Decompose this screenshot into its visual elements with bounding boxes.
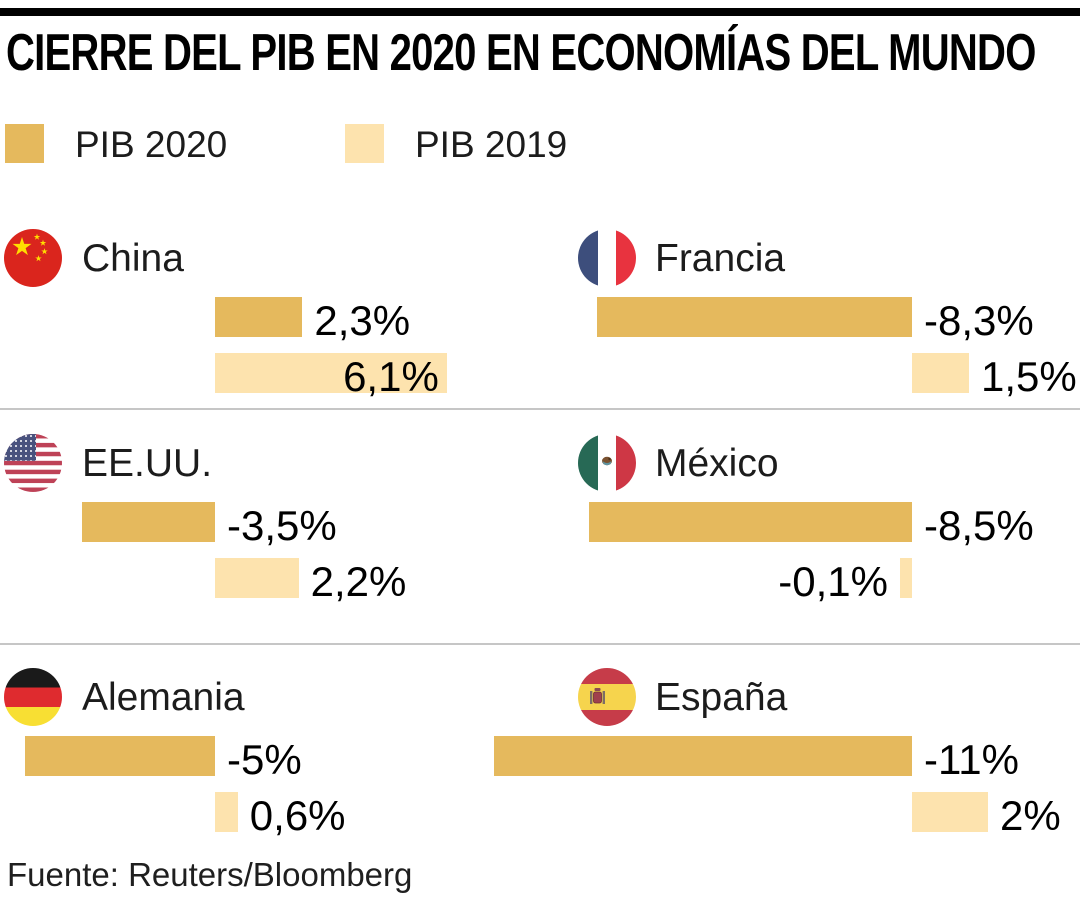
country-cell-alemania: Alemania -5% 0,6% xyxy=(0,666,540,866)
bar-value-pib-2019: -0,1% xyxy=(778,558,888,605)
bar-row-pib-2019: 6,1% xyxy=(0,353,540,398)
bar-pib-2019 xyxy=(215,792,238,832)
bar-row-pib-2020: -8,3% xyxy=(540,297,1080,342)
bar-row-pib-2019: 2% xyxy=(540,792,1080,837)
country-cell-eeuu: EE.UU. -3,5% 2,2% xyxy=(0,432,540,632)
country-cell-espana: España -11% 2% xyxy=(494,666,1080,866)
country-name: México xyxy=(655,442,779,485)
bar-row-pib-2019: 1,5% xyxy=(540,353,1080,398)
bar-row-pib-2019: 0,6% xyxy=(0,792,540,837)
bar-value-pib-2019: 2% xyxy=(1000,792,1061,839)
bar-pib-2019 xyxy=(912,792,988,832)
bar-pib-2019 xyxy=(912,353,969,393)
top-rule xyxy=(0,8,1080,16)
bar-pib-2019 xyxy=(215,353,447,393)
bar-pib-2020 xyxy=(82,502,215,542)
bar-row-pib-2020: 2,3% xyxy=(0,297,540,342)
usa-flag-icon xyxy=(4,434,62,492)
legend-swatch-pib-2020 xyxy=(5,124,44,163)
bar-row-pib-2020: -8,5% xyxy=(540,502,1080,547)
france-flag-icon xyxy=(578,229,636,287)
bar-value-pib-2020: -8,5% xyxy=(924,502,1034,549)
bar-value-pib-2019: 0,6% xyxy=(249,792,346,839)
bar-value-pib-2020: -8,3% xyxy=(924,297,1034,344)
bar-pib-2020 xyxy=(596,297,912,337)
bar-value-pib-2020: -11% xyxy=(924,736,1019,783)
row-separator xyxy=(0,643,1080,645)
source-note: Fuente: Reuters/Bloomberg xyxy=(7,856,413,893)
bar-row-pib-2019: 2,2% xyxy=(0,558,540,603)
country-name: EE.UU. xyxy=(82,442,213,485)
bar-pib-2020 xyxy=(494,736,912,776)
bar-value-pib-2019: 2,2% xyxy=(310,558,407,605)
legend-swatch-pib-2019 xyxy=(345,124,384,163)
country-name: China xyxy=(82,237,184,280)
country-cell-mexico: México -8,5% -0,1% xyxy=(540,432,1080,632)
country-cell-francia: Francia -8,3% 1,5% xyxy=(540,227,1080,427)
bar-value-pib-2019: 1,5% xyxy=(981,353,1077,400)
bar-pib-2020 xyxy=(25,736,215,776)
bar-row-pib-2020: -11% xyxy=(494,736,1080,781)
page-title: CIERRE DEL PIB EN 2020 EN ECONOMÍAS DEL … xyxy=(6,24,1036,82)
country-name: Francia xyxy=(655,237,786,280)
row-separator xyxy=(0,408,1080,410)
bar-value-pib-2020: 2,3% xyxy=(314,297,411,344)
country-cell-china: China 2,3% 6,1% xyxy=(0,227,540,427)
bar-value-pib-2020: -3,5% xyxy=(227,502,337,549)
germany-flag-icon xyxy=(4,668,62,726)
bar-value-pib-2020: -5% xyxy=(227,736,302,783)
bar-pib-2019 xyxy=(900,558,912,598)
country-name: España xyxy=(655,676,788,719)
spain-flag-icon xyxy=(578,668,636,726)
country-name: Alemania xyxy=(82,676,245,719)
bar-pib-2020 xyxy=(589,502,912,542)
bar-row-pib-2020: -3,5% xyxy=(0,502,540,547)
mexico-flag-icon xyxy=(578,434,636,492)
bar-pib-2019 xyxy=(215,558,299,598)
bar-row-pib-2019: -0,1% xyxy=(540,558,1080,603)
bar-row-pib-2020: -5% xyxy=(0,736,540,781)
china-flag-icon xyxy=(4,229,62,287)
bar-pib-2020 xyxy=(215,297,303,337)
bar-value-pib-2019: 6,1% xyxy=(343,353,439,400)
legend-label-pib-2019: PIB 2019 xyxy=(415,124,568,165)
legend-label-pib-2020: PIB 2020 xyxy=(75,124,228,165)
